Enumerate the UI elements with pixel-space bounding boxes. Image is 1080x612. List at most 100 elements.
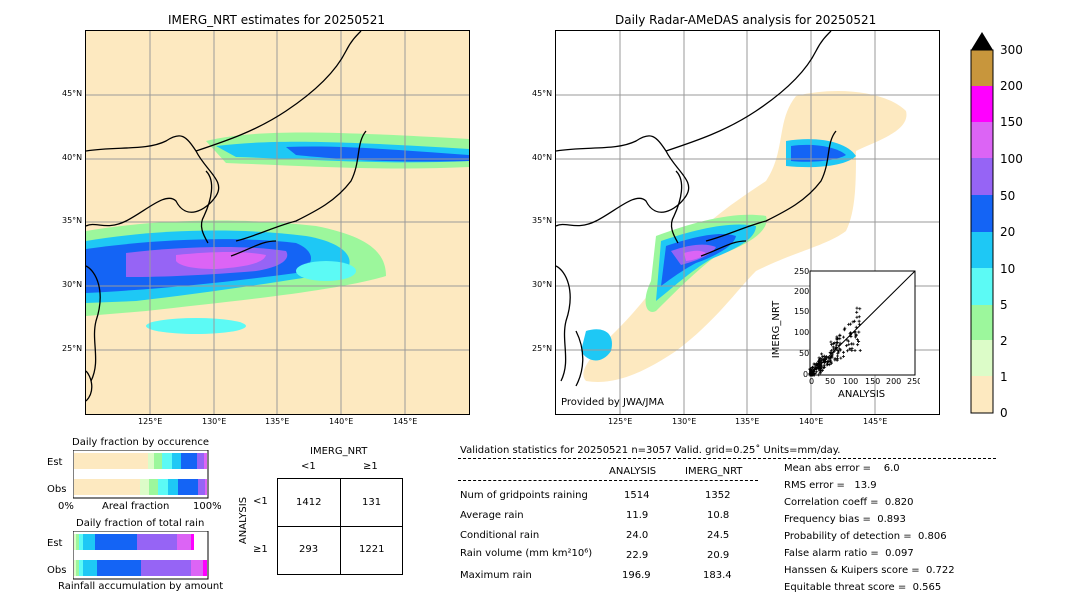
scatter-point <box>849 322 853 326</box>
scatter-point <box>820 352 824 356</box>
contingency-grid: 1412 131 293 1221 <box>277 478 403 575</box>
scatter-ylabel: IMERG_NRT <box>771 300 783 359</box>
scatter-point <box>835 341 839 345</box>
scatter-point <box>838 341 842 345</box>
scatter-y-tick: 0 <box>803 370 808 379</box>
scatter-point <box>835 343 839 347</box>
colorbar-canvas <box>970 32 994 414</box>
scatter-point <box>839 356 843 360</box>
scatter-point <box>855 310 859 314</box>
occurrence-axis-mid: Areal fraction <box>102 501 170 512</box>
contingency-row-ge: ≥1 <box>253 544 268 555</box>
scatter-point <box>808 372 812 376</box>
validation-row-a: 24.0 <box>626 530 649 541</box>
rain-est-label: Est <box>47 538 63 549</box>
scatter-point <box>821 355 825 359</box>
validation-row-b: 10.8 <box>707 510 730 521</box>
scatter-point <box>831 347 835 351</box>
scatter-point <box>850 342 854 346</box>
left-lon-label: 130°E <box>202 417 227 426</box>
scatter-point <box>810 366 814 370</box>
scatter-point <box>843 326 847 330</box>
scatter-point <box>857 315 861 319</box>
contingency-col-lt: <1 <box>301 461 316 472</box>
scatter-point <box>812 362 816 366</box>
validation-row-a: 11.9 <box>626 510 649 521</box>
validation-row-b: 20.9 <box>707 550 730 561</box>
scatter-point <box>815 365 819 369</box>
scatter-point <box>848 331 852 335</box>
scatter-point <box>834 346 838 350</box>
occurrence-chart <box>72 449 210 500</box>
scatter-point <box>858 349 862 353</box>
left-lat-label: 35°N <box>62 216 83 225</box>
scatter-point <box>818 370 822 374</box>
validation-row-b: 183.4 <box>703 570 732 581</box>
score-line: Correlation coeff = 0.820 <box>784 497 914 508</box>
scatter-point <box>837 343 841 347</box>
scatter-y-tick: 250 <box>794 267 809 276</box>
contingency-cell: 131 <box>362 497 382 508</box>
scatter-x-tick: 150 <box>865 377 880 386</box>
rain-accum-label: Rainfall accumulation by amount <box>58 581 224 592</box>
scatter-point <box>857 319 861 323</box>
scatter-point <box>813 366 817 370</box>
scatter-point <box>831 351 835 355</box>
score-line: Mean abs error = 6.0 <box>784 463 900 474</box>
contingency-col-ge: ≥1 <box>363 461 378 472</box>
colorbar-label: 300 <box>1000 43 1023 57</box>
scatter-point <box>821 358 825 362</box>
contingency-row-lt: <1 <box>253 496 268 507</box>
validation-row-a: 22.9 <box>626 550 649 561</box>
scatter-point <box>857 322 861 326</box>
score-line: Probability of detection = 0.806 <box>784 531 947 542</box>
scatter-point <box>841 354 845 358</box>
scatter-point <box>857 330 861 334</box>
scatter-point <box>836 351 840 355</box>
scatter-y-tick: 100 <box>794 328 809 337</box>
scatter-point <box>829 349 833 353</box>
scatter-x-tick: 0 <box>809 377 814 386</box>
right-lat-label: 45°N <box>532 89 553 98</box>
left-lat-label: 45°N <box>62 89 83 98</box>
validation-row-b: 24.5 <box>707 530 730 541</box>
validation-col-imerg: IMERG_NRT <box>685 466 743 477</box>
validation-col-analysis: ANALYSIS <box>609 466 657 477</box>
scatter-point <box>828 357 832 361</box>
scatter-point <box>829 340 833 344</box>
scatter-point <box>836 354 840 358</box>
validation-col-divider <box>458 480 758 481</box>
scatter-canvas: 0 50 100 150 200 250 0 50 100 150 200 25… <box>794 267 922 386</box>
left-map-title: IMERG_NRT estimates for 20250521 <box>168 13 385 27</box>
score-line: Frequency bias = 0.893 <box>784 514 906 525</box>
occurrence-est-bar <box>74 453 207 469</box>
scatter-point <box>850 346 854 350</box>
contingency-cell: 1412 <box>296 497 322 508</box>
left-map-canvas <box>86 31 469 414</box>
scatter-point <box>830 343 834 347</box>
right-lat-label: 40°N <box>532 153 553 162</box>
scatter-point <box>858 307 862 311</box>
validation-row-a: 1514 <box>624 490 650 501</box>
scatter-point <box>826 360 830 364</box>
left-lon-label: 140°E <box>329 417 354 426</box>
scatter-xlabel: ANALYSIS <box>838 389 886 400</box>
validation-row-label: Num of gridpoints raining <box>460 490 588 501</box>
colorbar-label: 0 <box>1000 406 1008 420</box>
left-lon-label: 135°E <box>265 417 290 426</box>
score-line: False alarm ratio = 0.097 <box>784 548 914 559</box>
colorbar-label: 100 <box>1000 152 1023 166</box>
right-lat-label: 35°N <box>532 216 553 225</box>
scatter-point <box>853 319 857 323</box>
scatter-point <box>854 335 858 339</box>
scatter-point <box>849 335 853 339</box>
scatter-point <box>856 343 860 347</box>
occurrence-axis-left: 0% <box>58 501 74 512</box>
contingency-cell: 1221 <box>359 544 385 555</box>
validation-row-label: Rain volume (mm km²10⁶) <box>460 548 593 559</box>
scatter-x-tick: 50 <box>825 377 835 386</box>
left-lon-label: 145°E <box>393 417 418 426</box>
scatter-point <box>836 337 840 341</box>
right-lon-label: 140°E <box>799 417 824 426</box>
right-map-title: Daily Radar-AMeDAS analysis for 20250521 <box>615 13 877 27</box>
